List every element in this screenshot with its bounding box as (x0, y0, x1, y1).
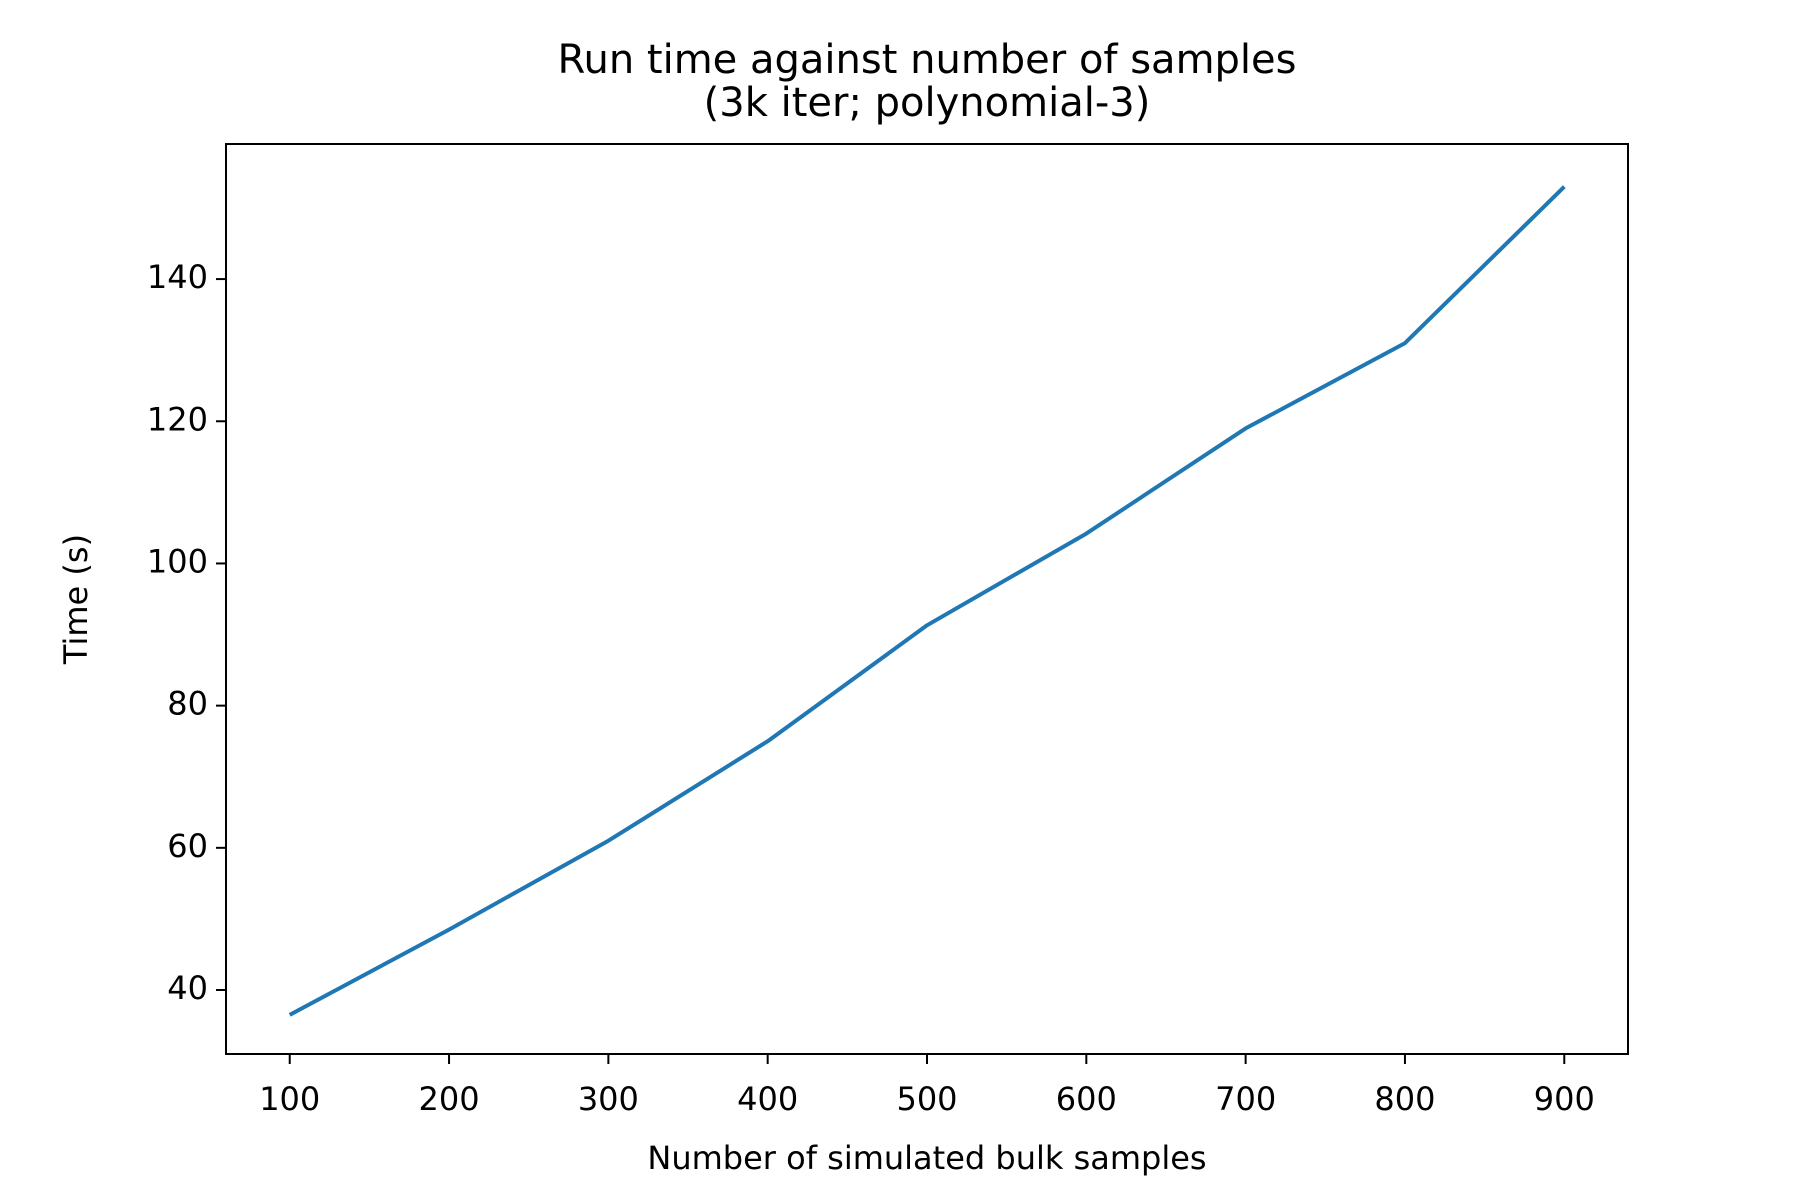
chart-subtitle: (3k iter; polynomial-3) (704, 80, 1151, 126)
y-tick-label: 100 (147, 542, 208, 580)
y-tick-label: 140 (147, 258, 208, 296)
y-axis-label: Time (s) (57, 534, 95, 665)
y-tick-label: 40 (167, 969, 208, 1007)
plot-frame (225, 143, 1629, 1055)
x-tick-label: 700 (1215, 1080, 1276, 1118)
x-tick-label: 800 (1374, 1080, 1435, 1118)
x-tick-label: 200 (419, 1080, 480, 1118)
y-tick-label: 120 (147, 400, 208, 438)
y-tick-label: 80 (167, 685, 208, 723)
chart-title: Run time against number of samples (558, 37, 1297, 83)
series-line (288, 185, 1566, 1017)
y-tick-label: 60 (167, 827, 208, 865)
x-tick-label: 400 (737, 1080, 798, 1118)
x-axis-label: Number of simulated bulk samples (647, 1139, 1206, 1177)
x-tick-label: 500 (896, 1080, 957, 1118)
x-tick-label: 100 (259, 1080, 320, 1118)
y-axis: 40 60 80 100 120 140 (147, 258, 226, 1007)
x-tick-label: 300 (578, 1080, 639, 1118)
x-tick-label: 600 (1056, 1080, 1117, 1118)
x-tick-label: 900 (1534, 1080, 1595, 1118)
x-axis: 100 200 300 400 500 600 700 800 900 (259, 1054, 1595, 1118)
